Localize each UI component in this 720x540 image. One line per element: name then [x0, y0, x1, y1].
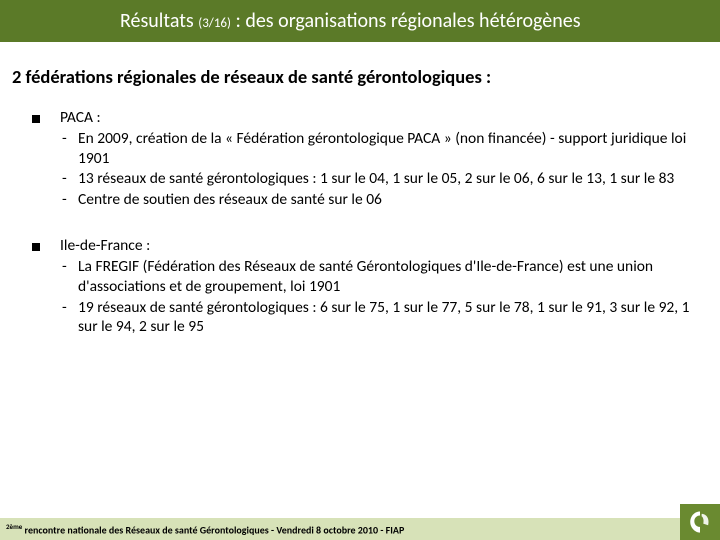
slide-title: Résultats (3/16) : des organisations rég… — [120, 9, 581, 33]
slide: Résultats (3/16) : des organisations rég… — [0, 0, 720, 540]
section: PACA :-En 2009, création de la « Fédérat… — [30, 108, 696, 210]
subtitle: 2 fédérations régionales de réseaux de s… — [12, 65, 491, 88]
list-item: -La FREGIF (Fédération des Réseaux de sa… — [62, 257, 696, 297]
list-item-text: La FREGIF (Fédération des Réseaux de san… — [78, 257, 696, 297]
list-item-text: 13 réseaux de santé gérontologiques : 1 … — [78, 169, 696, 189]
dash-icon: - — [62, 169, 78, 189]
title-suffix: : des organisations régionales hétérogèn… — [231, 9, 581, 33]
dash-icon: - — [62, 190, 78, 210]
list-item-text: En 2009, création de la « Fédération gér… — [78, 129, 696, 169]
sub-list: -En 2009, création de la « Fédération gé… — [62, 129, 696, 210]
section-lead-text: Ile-de-France : — [60, 236, 150, 256]
footer-rest: rencontre nationale des Réseaux de santé… — [22, 523, 404, 536]
list-item: -Centre de soutien des réseaux de santé … — [62, 190, 696, 210]
dash-icon: - — [62, 298, 78, 338]
sub-list: -La FREGIF (Fédération des Réseaux de sa… — [62, 257, 696, 337]
list-item: -En 2009, création de la « Fédération gé… — [62, 129, 696, 169]
footer-logo — [680, 504, 720, 540]
dash-icon: - — [62, 257, 78, 297]
square-bullet-icon — [32, 115, 40, 123]
footer-bar: 2ème rencontre nationale des Réseaux de … — [0, 518, 720, 540]
body-content: PACA :-En 2009, création de la « Fédérat… — [30, 108, 696, 363]
section-lead-text: PACA : — [60, 108, 101, 128]
list-item: -19 réseaux de santé gérontologiques : 6… — [62, 298, 696, 338]
dash-icon: - — [62, 129, 78, 169]
section-lead: Ile-de-France : — [30, 236, 696, 256]
section-lead: PACA : — [30, 108, 696, 128]
list-item-text: 19 réseaux de santé gérontologiques : 6 … — [78, 298, 696, 338]
title-counter: (3/16) — [198, 16, 231, 31]
title-prefix: Résultats — [120, 9, 198, 33]
square-bullet-icon — [32, 243, 40, 251]
title-bar: Résultats (3/16) : des organisations rég… — [0, 0, 720, 42]
list-item-text: Centre de soutien des réseaux de santé s… — [78, 190, 696, 210]
leaf-icon — [687, 509, 713, 535]
list-item: -13 réseaux de santé gérontologiques : 1… — [62, 169, 696, 189]
section: Ile-de-France :-La FREGIF (Fédération de… — [30, 236, 696, 337]
footer-sup: 2ème — [6, 522, 22, 531]
footer-text: 2ème rencontre nationale des Réseaux de … — [6, 522, 404, 536]
